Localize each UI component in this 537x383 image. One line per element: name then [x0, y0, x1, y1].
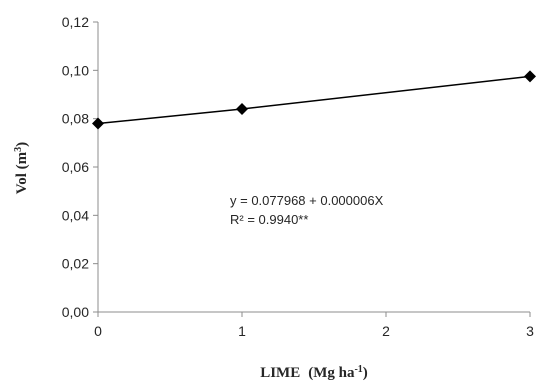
x-ticks: 0 1 2 3	[94, 312, 534, 339]
y-tick-label: 0,08	[62, 111, 89, 127]
y-ticks: 0,00 0,02 0,04 0,06 0,08 0,10 0,12	[62, 14, 98, 320]
y-tick-label: 0,12	[62, 14, 89, 30]
data-point-marker	[524, 70, 536, 83]
x-tick-label: 0	[94, 323, 102, 339]
data-point-marker	[236, 103, 248, 115]
data-point-marker	[92, 117, 104, 130]
x-tick-label: 2	[382, 323, 390, 339]
x-axis-label: LIME (Mg ha-1)	[260, 364, 368, 382]
y-tick-label: 0,04	[62, 207, 89, 223]
regression-equation: y = 0.077968 + 0.000006X	[230, 193, 384, 208]
y-tick-label: 0,02	[62, 256, 89, 272]
markers	[92, 70, 536, 130]
series-line	[97, 75, 531, 125]
y-axis: 0,00 0,02 0,04 0,06 0,08 0,10 0,12	[62, 14, 99, 320]
r-squared: R² = 0.9940**	[230, 212, 308, 227]
x-tick-label: 1	[238, 323, 246, 339]
y-axis-label: Vol (m3)	[13, 142, 31, 194]
x-tick-label: 3	[526, 323, 534, 339]
series-volume	[92, 70, 536, 130]
y-tick-label: 0,06	[62, 159, 89, 175]
x-axis: 0 1 2 3	[94, 311, 534, 339]
y-tick-label: 0,00	[62, 304, 89, 320]
y-tick-label: 0,10	[62, 62, 89, 78]
